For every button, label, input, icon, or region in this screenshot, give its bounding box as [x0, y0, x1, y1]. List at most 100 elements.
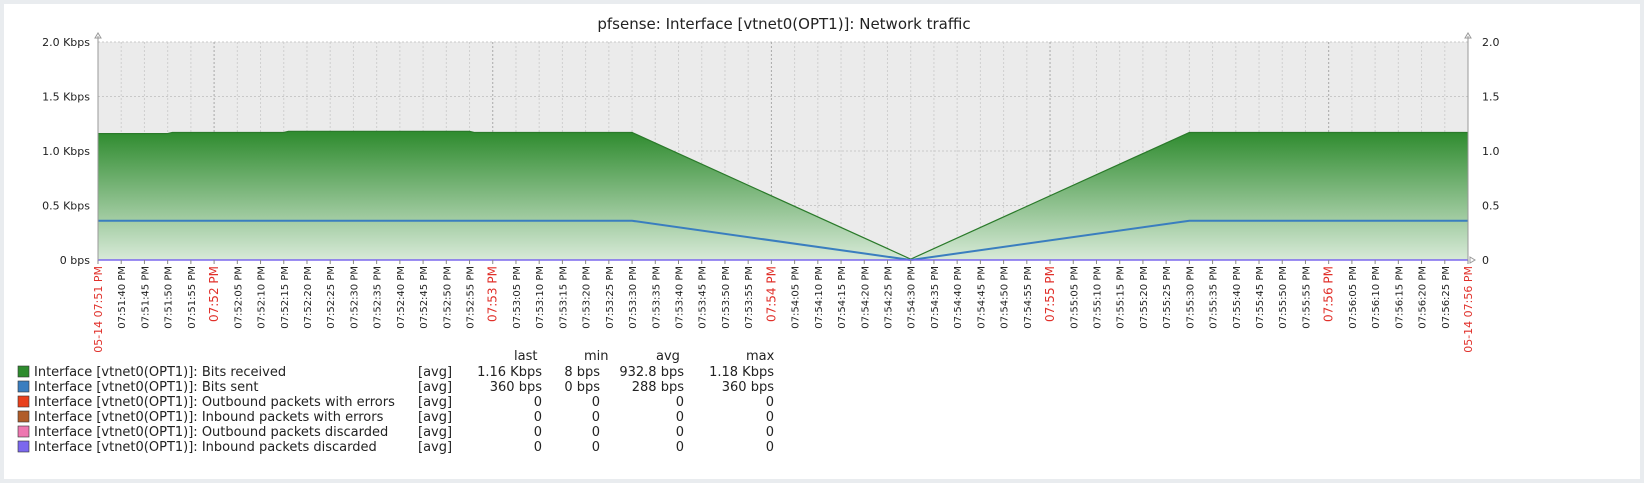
legend-value-min: 0 bps: [564, 380, 600, 395]
y-left-tick-label: 1.0 Kbps: [42, 145, 90, 158]
y-left-tick-label: 1.5 Kbps: [42, 91, 90, 104]
x-tick-label: 07:53:45 PM: [698, 266, 709, 329]
x-tick-label: 07:55 PM: [1043, 266, 1057, 322]
legend-function: [avg]: [418, 425, 452, 440]
legend-value-avg: 0: [676, 425, 684, 440]
x-tick-label: 07:53:05 PM: [512, 266, 523, 329]
y-axis-left: 0 bps 0.5 Kbps 1.0 Kbps 1.5 Kbps 2.0 Kbps: [42, 36, 90, 267]
x-tick-label: 05-14 07:56 PM: [1462, 266, 1475, 353]
y-right-tick-label: 2.0: [1482, 36, 1500, 49]
x-tick-label: 07:56:25 PM: [1441, 266, 1452, 329]
x-tick-label: 07:55:50 PM: [1278, 266, 1289, 329]
legend-swatch: [17, 395, 30, 408]
legend-value-max: 360 bps: [722, 380, 774, 395]
series-line-bits-received: [98, 130, 1468, 260]
legend-value-min: 0: [592, 410, 600, 425]
y-right-tick-label: 1.5: [1482, 91, 1500, 104]
legend-value-avg: 0: [676, 395, 684, 410]
x-axis-ticks: 05-14 07:51 PM 07:51:40 PM 07:51:45 PM 07:5…: [92, 260, 1475, 353]
x-tick-label: 07:55:35 PM: [1209, 266, 1220, 329]
legend-series-name: Interface [vtnet0(OPT1)]: Inbound packet…: [34, 410, 384, 425]
legend-swatch: [17, 380, 30, 393]
x-tick-label: 07:54:55 PM: [1023, 266, 1034, 329]
x-tick-label: 07:54:35 PM: [930, 266, 941, 329]
y-axis-right: 0 0.5 1.0 1.5 2.0: [1482, 36, 1500, 267]
x-tick-label: 07:53:40 PM: [675, 266, 686, 329]
x-tick-label: 07:53:50 PM: [721, 266, 732, 329]
y-left-tick-label: 2.0 Kbps: [42, 36, 90, 49]
y-left-tick-label: 0.5 Kbps: [42, 200, 90, 213]
x-tick-label: 07:52:40 PM: [396, 266, 407, 329]
legend-function: [avg]: [418, 440, 452, 455]
y-left-tick-label: 0 bps: [60, 254, 90, 267]
legend-function: [avg]: [418, 410, 452, 425]
legend-value-avg: 932.8 bps: [619, 365, 684, 380]
legend-series-name: Interface [vtnet0(OPT1)]: Outbound packe…: [34, 395, 395, 410]
x-tick-label: 07:52:15 PM: [280, 266, 291, 329]
legend-header-min: min: [584, 349, 609, 364]
legend-series-name: Interface [vtnet0(OPT1)]: Outbound packe…: [34, 425, 388, 440]
legend-value-max: 1.18 Kbps: [709, 365, 774, 380]
x-tick-label: 07:55:40 PM: [1232, 266, 1243, 329]
x-tick-label: 07:55:45 PM: [1255, 266, 1266, 329]
x-tick-label: 07:52:30 PM: [349, 266, 360, 329]
x-tick-label: 07:52:10 PM: [257, 266, 268, 329]
x-tick-label: 07:55:25 PM: [1162, 266, 1173, 329]
legend-value-avg: 0: [676, 440, 684, 455]
legend-value-max: 0: [766, 425, 774, 440]
y-right-tick-label: 1.0: [1482, 145, 1500, 158]
legend-swatch: [17, 365, 30, 378]
series-layer: [98, 130, 1468, 262]
x-tick-label: 07:55:10 PM: [1092, 266, 1103, 329]
x-tick-label: 07:54:10 PM: [814, 266, 825, 329]
x-tick-label: 07:54:15 PM: [837, 266, 848, 329]
x-tick-label: 07:52:05 PM: [233, 266, 244, 329]
legend-function: [avg]: [418, 395, 452, 410]
x-tick-label: 05-14 07:51 PM: [92, 266, 105, 353]
x-tick-label: 07:53:35 PM: [651, 266, 662, 329]
x-tick-label: 07:56:10 PM: [1371, 266, 1382, 329]
x-tick-label: 07:56:20 PM: [1418, 266, 1429, 329]
x-tick-label: 07:52:20 PM: [303, 266, 314, 329]
x-tick-label: 07:54:30 PM: [907, 266, 918, 329]
x-tick-label: 07:55:30 PM: [1185, 266, 1196, 329]
x-tick-label: 07:52:35 PM: [373, 266, 384, 329]
series-area-bits-received: [98, 131, 1468, 260]
legend-value-min: 0: [592, 440, 600, 455]
legend-header-last: last: [514, 349, 537, 364]
legend-value-min: 8 bps: [564, 365, 600, 380]
x-tick-label: 07:51:55 PM: [187, 266, 198, 329]
y-axis-right-arrow: [1464, 32, 1472, 39]
legend-series-name: Interface [vtnet0(OPT1)]: Bits received: [34, 365, 286, 380]
legend-value-max: 0: [766, 440, 774, 455]
x-tick-label: 07:56:05 PM: [1348, 266, 1359, 329]
x-tick-label: 07:51:45 PM: [140, 266, 151, 329]
network-traffic-chart: pfsense: Interface [vtnet0(OPT1)]: Netwo…: [17, 15, 1500, 455]
x-axis-arrow: [1469, 256, 1476, 264]
legend-swatch: [17, 440, 30, 453]
x-tick-label: 07:53:15 PM: [558, 266, 569, 329]
x-tick-label: 07:51:50 PM: [164, 266, 175, 329]
chart-title: pfsense: Interface [vtnet0(OPT1)]: Netwo…: [597, 15, 970, 33]
legend-value-min: 0: [592, 395, 600, 410]
y-right-tick-label: 0.5: [1482, 200, 1500, 213]
legend-value-max: 0: [766, 410, 774, 425]
x-tick-label: 07:52 PM: [207, 266, 221, 322]
legend-value-last: 0: [534, 410, 542, 425]
x-tick-label: 07:53:25 PM: [605, 266, 616, 329]
x-tick-label: 07:52:25 PM: [326, 266, 337, 329]
legend-value-avg: 0: [676, 410, 684, 425]
x-tick-label: 07:54:25 PM: [883, 266, 894, 329]
legend-value-avg: 288 bps: [632, 380, 684, 395]
x-tick-label: 07:52:55 PM: [466, 266, 477, 329]
x-tick-label: 07:55:55 PM: [1301, 266, 1312, 329]
legend-value-last: 360 bps: [490, 380, 542, 395]
x-tick-label: 07:56 PM: [1322, 266, 1336, 322]
x-tick-label: 07:52:50 PM: [442, 266, 453, 329]
x-tick-label: 07:55:20 PM: [1139, 266, 1150, 329]
x-tick-label: 07:52:45 PM: [419, 266, 430, 329]
legend-value-last: 0: [534, 395, 542, 410]
x-tick-label: 07:51:40 PM: [117, 266, 128, 329]
legend-series-name: Interface [vtnet0(OPT1)]: Inbound packet…: [34, 440, 377, 455]
